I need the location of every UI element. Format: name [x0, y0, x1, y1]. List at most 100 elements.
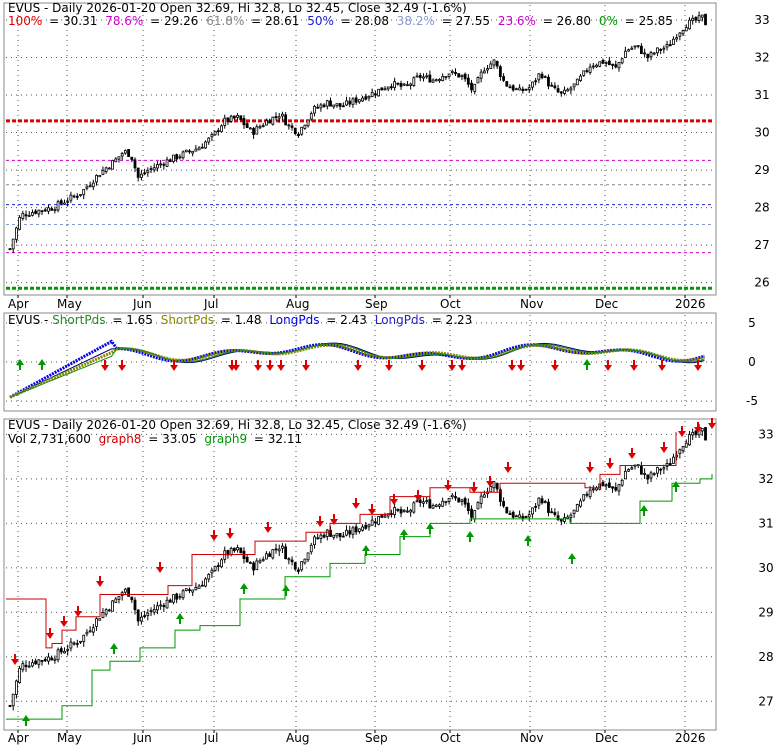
down-arrow-head [517, 365, 525, 371]
candle-body [178, 156, 182, 159]
candle-body [351, 98, 355, 105]
candle-body [156, 605, 159, 611]
x-tick-label: Oct [440, 731, 461, 745]
candle-body [194, 586, 198, 591]
candle-body [239, 547, 243, 554]
down-arrow-head [504, 467, 512, 473]
candle-body [152, 167, 156, 171]
down-arrow-head [96, 581, 104, 587]
fib-618-value: = 28.61 [251, 14, 299, 28]
candle-body [402, 83, 406, 86]
candle-body [409, 83, 413, 86]
x-tick-label: Jul [203, 731, 218, 745]
candle-body [547, 501, 550, 513]
candle-body [540, 73, 544, 79]
candle-body [582, 70, 586, 76]
candle-body [543, 76, 547, 78]
candle-body [521, 88, 525, 91]
candle-body [412, 502, 416, 513]
candle-body [72, 195, 76, 198]
up-arrow-head [672, 481, 680, 487]
candle-body [556, 88, 560, 93]
candle-body [281, 545, 284, 549]
candle-body [585, 70, 589, 72]
shortpds2-value: = 1.48 [221, 313, 262, 327]
candle-body [130, 156, 134, 160]
candle-body [505, 81, 509, 87]
candle-body [572, 83, 576, 88]
candle-body [75, 195, 79, 198]
down-arrow-head [551, 365, 559, 371]
candle-body [277, 116, 281, 119]
y-tick-label: 26 [754, 276, 769, 290]
candle-body [274, 116, 278, 119]
price-candles [8, 11, 707, 253]
candle-body [300, 561, 304, 571]
candle-body [466, 77, 470, 85]
candle-body [515, 515, 518, 518]
candle-body [623, 470, 627, 480]
candle-body [107, 167, 111, 170]
candle-body [11, 693, 15, 707]
shortpds2-label: ShortPds [161, 313, 214, 327]
candle-body [482, 70, 486, 74]
candle-body [524, 88, 528, 91]
fib-100-value: = 30.31 [49, 14, 97, 28]
candle-body [146, 170, 150, 174]
candle-body [348, 530, 352, 535]
candle-body [534, 505, 538, 508]
down-arrow-head [226, 533, 234, 539]
candle-body [34, 210, 38, 214]
candle-body [643, 52, 647, 55]
candle-body [479, 71, 483, 79]
x-tick-label: Apr [8, 297, 29, 311]
candle-body [322, 104, 326, 108]
candle-body [668, 462, 672, 466]
fib-100-label: 100% [8, 14, 42, 28]
candle-body [550, 511, 554, 514]
up-arrow-head [110, 643, 118, 649]
candle-body [534, 80, 538, 83]
candle-body [454, 72, 457, 75]
candle-body [425, 75, 429, 78]
candle-body [316, 106, 320, 109]
down-arrow-head [170, 365, 178, 371]
candle-body [149, 610, 153, 613]
candle-body [216, 130, 220, 132]
down-arrow-head [156, 567, 164, 573]
candle-body [646, 53, 650, 59]
candle-body [447, 497, 451, 502]
candle-body [53, 658, 57, 661]
candle-body [614, 64, 618, 68]
candle-body [37, 659, 41, 665]
candle-body [120, 153, 124, 157]
candle-body [216, 565, 220, 567]
candle-body [662, 467, 666, 470]
candle-body [640, 45, 643, 54]
down-arrow-head [330, 519, 338, 525]
graph8-value: = 33.05 [148, 432, 196, 446]
y-tick-label: 0 [748, 355, 756, 369]
candle-body [489, 486, 493, 493]
candle-body [191, 150, 195, 154]
candle-body [390, 513, 393, 515]
candle-body [50, 657, 54, 661]
candle-body [415, 500, 419, 503]
longpds1-label: LongPds [269, 313, 319, 327]
y-tick-label: -5 [746, 394, 758, 408]
up-arrow-head [466, 531, 474, 537]
candle-body [569, 514, 573, 518]
up-arrow-head [176, 613, 184, 619]
candle-body [418, 499, 422, 503]
fib-50-value: = 28.08 [341, 14, 389, 28]
candle-body [566, 89, 570, 92]
candle-body [85, 631, 89, 635]
candle-body [345, 529, 348, 536]
candle-body [79, 640, 82, 643]
down-arrow-head [470, 487, 478, 493]
candle-body [611, 63, 614, 66]
candle-body [107, 609, 111, 612]
candle-body [341, 105, 345, 108]
down-arrow-head [390, 499, 398, 505]
